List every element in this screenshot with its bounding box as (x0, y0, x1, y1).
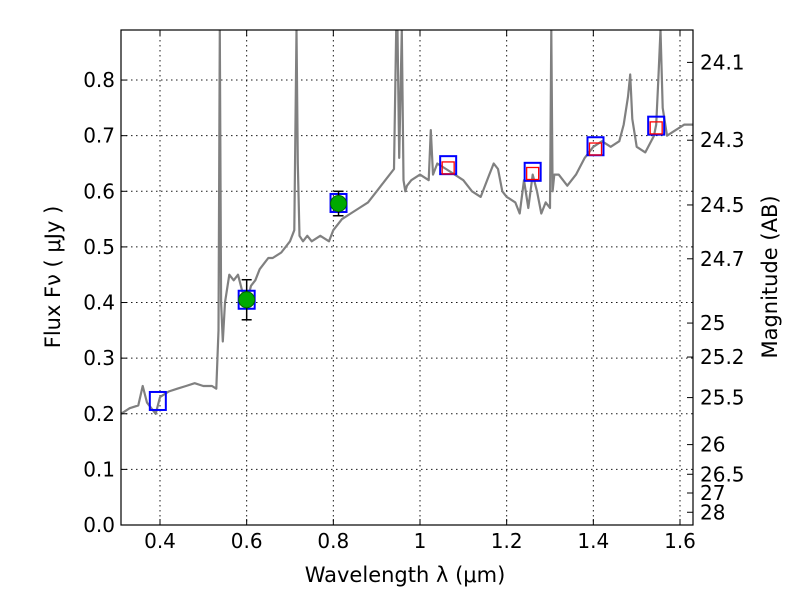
y-tick-label: 0.5 (83, 235, 115, 259)
y-tick-label: 0.3 (83, 346, 115, 370)
y2-tick-label: 24.3 (700, 128, 745, 152)
x-tick-label: 1.2 (491, 529, 523, 553)
x-tick-label: 0.6 (231, 529, 263, 553)
x-tick-label: 1 (414, 529, 427, 553)
model-box (148, 390, 167, 411)
labels-layer: 0.4 0.6 0.8 1 1.2 1.4 1.6 0.0 0.1 0.2 0.3 0.4 0.5 0.6… (83, 50, 744, 553)
y2-tick-label: 26.5 (700, 462, 745, 486)
y2-tick-label: 24.7 (700, 247, 745, 271)
synthetic-box (526, 166, 540, 181)
y2-tick-label: 25.5 (700, 386, 745, 410)
y-tick-label: 0.8 (83, 68, 115, 92)
observed-point (330, 195, 348, 213)
plot-frame (120, 29, 694, 526)
x-tick-label: 1.4 (577, 529, 609, 553)
y-tick-label: 0.7 (83, 124, 115, 148)
x-tick-label: 0.8 (317, 529, 349, 553)
synthetic-box (649, 121, 663, 135)
grid-layer (121, 30, 693, 526)
spectrum-layer (121, 30, 693, 415)
y2-tick-label: 24.1 (700, 50, 745, 74)
y2-tick-label: 27 (700, 481, 725, 505)
synthetic-box (588, 142, 603, 156)
y2-tick-label: 28 (700, 500, 725, 524)
y2-tick-label: 26 (700, 433, 725, 457)
x-tick-label: 1.6 (664, 529, 696, 553)
synthetic-box (441, 161, 455, 175)
y2-tick-label: 25.2 (700, 345, 745, 369)
y-axis-title: Flux Fν ( μJy ) (41, 206, 65, 349)
model-box (523, 161, 542, 182)
y-tick-label: 0.2 (83, 402, 115, 426)
y-tick-label: 0.6 (83, 179, 115, 203)
spectrum-line (121, 30, 693, 415)
x-tick-label: 0.4 (144, 529, 176, 553)
marker-layer (148, 115, 666, 411)
y2-axis-title: Magnitude (AB) (758, 195, 782, 358)
y2-tick-label: 24.5 (700, 193, 745, 217)
y2-tick-label: 25 (700, 311, 725, 335)
y-tick-label: 0.4 (83, 291, 115, 315)
y-tick-label: 0.0 (83, 513, 115, 537)
x-axis-title: Wavelength λ (μm) (305, 563, 506, 587)
model-box (647, 115, 666, 136)
y-tick-label: 0.1 (83, 457, 115, 481)
observed-point (238, 291, 256, 309)
axes-layer (120, 29, 694, 526)
